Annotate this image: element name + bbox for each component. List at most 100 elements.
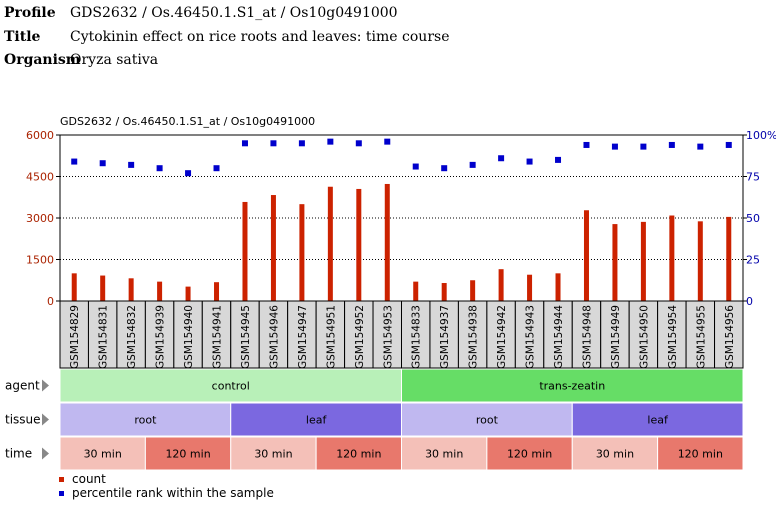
sample-cell — [344, 300, 374, 369]
sample-label: GSM154940 — [183, 305, 195, 369]
track-segment — [59, 368, 402, 403]
organism-value: Oryza sativa — [70, 52, 159, 68]
profile-row: Profile GDS2632 / Os.46450.1.S1_at / Os10… — [4, 4, 398, 22]
count-bar — [128, 278, 134, 301]
sample-cell — [685, 300, 716, 369]
track-segment — [230, 402, 402, 437]
count-bar — [697, 221, 703, 301]
percentile-point — [668, 141, 675, 148]
count-bar — [157, 281, 163, 301]
sample-cell — [315, 300, 346, 369]
percentile-point — [327, 138, 334, 145]
track-segment-label: trans-zeatin — [539, 380, 605, 393]
sample-label: GSM154950 — [638, 305, 650, 369]
count-bar — [356, 188, 362, 301]
count-bar — [413, 281, 419, 301]
sample-cell — [372, 300, 402, 369]
sample-cell — [258, 300, 289, 369]
sample-labels: GSM154829 GSM154831 GSM154832 GSM154939 GSM1… — [59, 300, 744, 369]
percentile-point — [71, 158, 78, 165]
track-segment — [486, 436, 573, 471]
track-segment-label: control — [212, 380, 250, 393]
count-bar — [583, 210, 589, 301]
track-segment-label: 30 min — [84, 448, 122, 461]
sample-cell — [600, 300, 630, 369]
sample-label: GSM154833 — [411, 305, 423, 369]
sample-label: GSM154952 — [354, 305, 366, 369]
percentile-point — [185, 170, 192, 177]
percentile-point — [213, 165, 220, 172]
count-bar — [185, 286, 191, 301]
sample-label: GSM154954 — [667, 305, 679, 369]
sample-cell — [571, 300, 602, 369]
track-segment — [657, 436, 744, 471]
right-tick-label: 50 — [746, 212, 760, 225]
annotation-tracks: agent control trans-zeatin tissue root leaf ro… — [5, 368, 744, 471]
percentile-point — [99, 160, 106, 167]
track-segment-label: root — [134, 414, 157, 427]
track-arrow-icon — [42, 379, 49, 392]
track-label: agent — [5, 379, 40, 393]
right-tick-label: 75 — [746, 171, 760, 184]
count-bar — [100, 275, 106, 301]
sample-label: GSM154956 — [724, 305, 736, 369]
percentile-point — [555, 156, 562, 163]
track-segment — [571, 402, 744, 437]
count-bar — [327, 186, 333, 301]
left-tick-label: 4500 — [26, 171, 54, 184]
track-label: tissue — [5, 413, 41, 427]
chart-title: GDS2632 / Os.46450.1.S1_at / Os10g049100… — [60, 115, 315, 128]
percentile-point — [697, 143, 704, 150]
track-segment — [401, 402, 573, 437]
percentile-point — [270, 140, 277, 147]
sample-cell — [514, 300, 545, 369]
track-segment — [59, 402, 232, 437]
title-label: Title — [4, 29, 41, 45]
track-arrow-icon — [42, 447, 49, 460]
percentile-point — [128, 161, 135, 168]
track-segment-label: 30 min — [596, 448, 634, 461]
sample-cell — [429, 300, 459, 369]
sample-label: GSM154832 — [126, 305, 138, 369]
track-segment — [401, 436, 488, 471]
percentile-point — [611, 143, 618, 150]
sample-label: GSM154829 — [69, 305, 81, 369]
count-bar — [726, 216, 732, 301]
sample-label: GSM154939 — [155, 305, 167, 369]
track-segment-label: 30 min — [254, 448, 292, 461]
left-tick-label: 3000 — [26, 212, 54, 225]
sample-cell — [543, 300, 573, 369]
legend-marker — [59, 477, 64, 482]
count-bar — [71, 273, 77, 301]
count-bar — [242, 201, 248, 301]
track-segment — [571, 436, 659, 471]
sample-label: GSM154944 — [553, 305, 565, 369]
percentile-point — [156, 165, 163, 172]
sample-label: GSM154946 — [268, 305, 280, 369]
percentile-point — [583, 141, 590, 148]
percentile-point — [441, 165, 448, 172]
sample-label: GSM154941 — [212, 305, 224, 369]
track-segment-label: 120 min — [507, 448, 552, 461]
sample-label: GSM154949 — [610, 305, 622, 369]
count-bars — [71, 183, 732, 301]
percentile-points — [71, 138, 732, 177]
count-bar — [498, 269, 504, 301]
legend-label: count — [72, 472, 106, 486]
percentile-point — [498, 155, 505, 162]
track-segment — [144, 436, 232, 471]
grid-lines — [60, 176, 743, 260]
sample-cell — [201, 300, 232, 369]
count-bar — [441, 283, 447, 301]
percentile-point — [298, 140, 305, 147]
sample-cell — [144, 300, 175, 369]
count-bar — [669, 215, 675, 301]
profile-value: GDS2632 / Os.46450.1.S1_at / Os10g049100… — [70, 5, 398, 21]
sample-label: GSM154938 — [468, 305, 480, 369]
sample-label: GSM154831 — [98, 305, 110, 369]
sample-cell — [401, 300, 431, 369]
track-segment-label: 120 min — [336, 448, 381, 461]
percentile-point — [355, 140, 362, 147]
right-tick-label: 25 — [746, 254, 760, 267]
